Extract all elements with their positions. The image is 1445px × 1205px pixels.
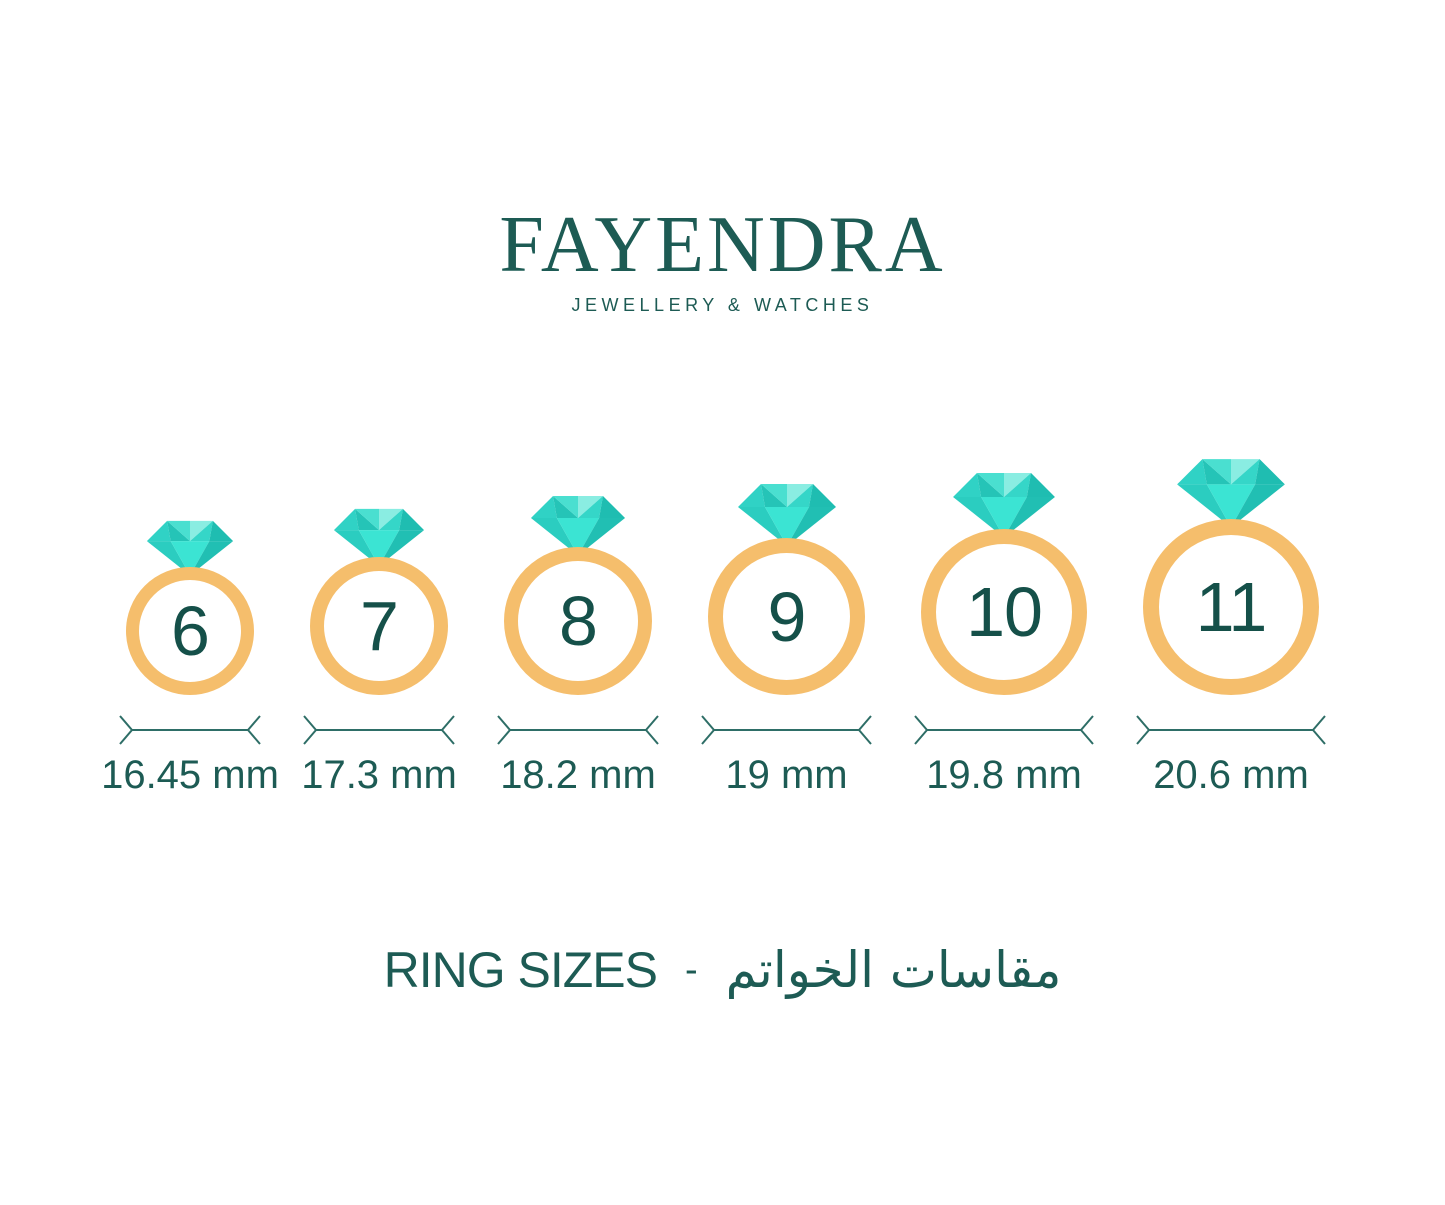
diamond-facet bbox=[167, 520, 190, 542]
diamond-facet bbox=[190, 520, 213, 542]
ring-size-number: 7 bbox=[360, 587, 399, 666]
footer-title-ar: مقاسات الخواتم bbox=[725, 941, 1062, 999]
diamond-facet bbox=[599, 495, 626, 518]
footer-title-en: RING SIZES bbox=[383, 942, 658, 998]
diamond-facet bbox=[379, 529, 425, 566]
diamond-facet bbox=[190, 541, 234, 576]
diamond-facet bbox=[578, 495, 603, 518]
footer-separator: - bbox=[685, 949, 698, 991]
diamond-icon bbox=[333, 508, 425, 566]
diamond-facet bbox=[209, 520, 234, 542]
ring-band-icon: 8 bbox=[504, 547, 652, 696]
ring-diameter-label: 19.8 mm bbox=[926, 753, 1082, 798]
diamond-facet bbox=[808, 484, 836, 508]
diamond-facet bbox=[379, 508, 403, 530]
diamond-facet bbox=[1026, 472, 1055, 497]
diamond-facet bbox=[953, 496, 1004, 538]
diamond-facet bbox=[737, 484, 765, 508]
brand-header: FAYENDRA JEWELLERY & WATCHES bbox=[0, 205, 1445, 316]
diamond-facet bbox=[1231, 459, 1260, 485]
ring-size-number: 6 bbox=[171, 592, 210, 671]
diamond-facet bbox=[355, 508, 379, 530]
ring-size-number: 11 bbox=[1195, 568, 1268, 647]
ring-band-icon: 6 bbox=[126, 567, 254, 696]
diamond-icon bbox=[1177, 459, 1285, 528]
diamond-facet bbox=[333, 529, 379, 566]
ring-diameter-label: 19 mm bbox=[725, 753, 848, 798]
ring-diameter-label: 17.3 mm bbox=[301, 753, 457, 798]
brand-tagline: JEWELLERY & WATCHES bbox=[571, 295, 874, 315]
ring-size-item-11: 11 20.6 mm bbox=[1136, 458, 1326, 795]
ring-diameter-label: 16.45 mm bbox=[101, 753, 279, 798]
diamond-facet bbox=[1202, 459, 1231, 485]
ring-size-item-10: 10 19.8 mm bbox=[914, 472, 1094, 798]
dimension-arrows-icon bbox=[1136, 715, 1326, 746]
diamond-facet bbox=[786, 484, 813, 508]
brand-logo: FAYENDRA bbox=[499, 201, 946, 289]
diamond-icon bbox=[146, 520, 234, 576]
ring-band-icon: 11 bbox=[1143, 519, 1319, 696]
diamond-facet bbox=[737, 507, 787, 547]
ring-diameter-label: 18.2 mm bbox=[500, 753, 656, 798]
diamond-icon bbox=[530, 495, 626, 556]
diamond-facet bbox=[170, 541, 210, 576]
diamond-facet bbox=[953, 472, 982, 497]
diamond-facet bbox=[764, 507, 809, 547]
ring-size-item-6: 6 16.45 mm bbox=[101, 520, 279, 795]
dimension-arrows-icon bbox=[303, 715, 455, 746]
footer-title: RING SIZES - مقاسات الخواتم bbox=[0, 938, 1445, 1002]
dimension-arrows-icon bbox=[497, 715, 659, 746]
diamond-facet bbox=[981, 496, 1027, 538]
ring-diameter-label: 20.6 mm bbox=[1153, 753, 1309, 798]
ring-band-icon: 7 bbox=[310, 557, 448, 696]
diamond-facet bbox=[556, 517, 600, 556]
diamond-facet bbox=[1177, 459, 1207, 485]
ring-size-number: 9 bbox=[767, 577, 807, 656]
diamond-icon bbox=[953, 472, 1055, 538]
ring-size-number: 8 bbox=[559, 582, 598, 661]
ring-band-icon: 9 bbox=[708, 538, 865, 696]
dimension-arrows-icon bbox=[119, 715, 261, 746]
ring-size-item-8: 8 18.2 mm bbox=[497, 495, 659, 795]
diamond-facet bbox=[530, 517, 578, 556]
diamond-icon bbox=[737, 484, 836, 547]
dimension-arrows-icon bbox=[914, 715, 1094, 746]
diamond-facet bbox=[530, 495, 557, 518]
diamond-facet bbox=[399, 508, 425, 530]
dimension-arrows-icon bbox=[701, 715, 872, 746]
ring-band-icon: 10 bbox=[921, 529, 1087, 696]
diamond-facet bbox=[146, 541, 190, 576]
diamond-facet bbox=[1004, 496, 1055, 538]
diamond-facet bbox=[1206, 484, 1256, 528]
ring-size-item-7: 7 17.3 mm bbox=[301, 508, 457, 798]
diamond-facet bbox=[358, 529, 400, 566]
diamond-facet bbox=[760, 484, 787, 508]
rings-row: 6 16.45 mm 7 bbox=[0, 458, 1445, 795]
diamond-facet bbox=[333, 508, 359, 530]
ring-size-number: 10 bbox=[966, 573, 1043, 652]
diamond-facet bbox=[146, 520, 171, 542]
diamond-facet bbox=[976, 472, 1004, 497]
ring-size-item-9: 9 19 mm bbox=[701, 483, 872, 795]
diamond-facet bbox=[578, 517, 626, 556]
diamond-facet bbox=[553, 495, 578, 518]
diamond-facet bbox=[786, 507, 836, 547]
diamond-facet bbox=[1004, 472, 1032, 497]
diamond-facet bbox=[1255, 459, 1285, 485]
